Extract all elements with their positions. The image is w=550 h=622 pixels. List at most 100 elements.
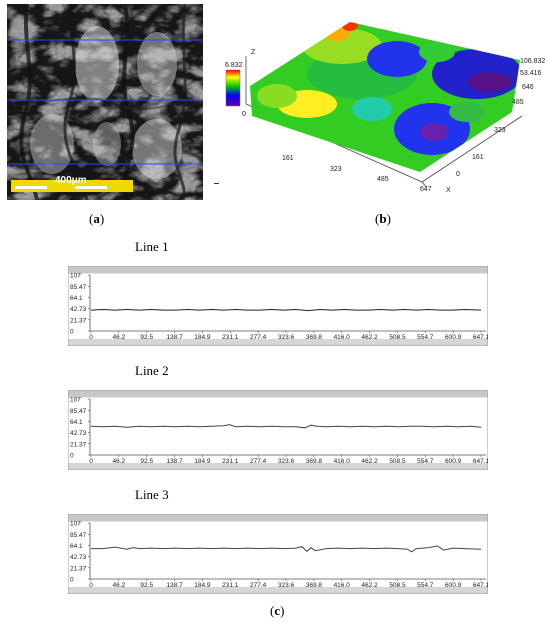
caption-c: (c) bbox=[270, 603, 285, 618]
chart-header-strip bbox=[68, 266, 488, 274]
x-tick-label: 369.8 bbox=[306, 458, 323, 465]
x-tick-label: 46.2 bbox=[113, 334, 126, 341]
x-tick-0: 161 bbox=[282, 155, 294, 162]
x-tick-label: 138.7 bbox=[166, 458, 183, 465]
y-tick-label: 85.47 bbox=[70, 532, 87, 539]
y-tick-label: 107 bbox=[70, 397, 81, 404]
x-tick-label: 369.8 bbox=[306, 582, 323, 589]
caption-b: (b) bbox=[375, 211, 391, 226]
y-tick-label: 42.73 bbox=[70, 430, 87, 437]
x-tick-label: 462.2 bbox=[361, 582, 378, 589]
y-tick-label: 21.37 bbox=[70, 565, 87, 572]
x-tick-label: 508.5 bbox=[389, 334, 406, 341]
y-tick-4: 0 bbox=[456, 171, 460, 178]
y-tick-label: 64.1 bbox=[70, 543, 83, 550]
x-tick-label: 0 bbox=[89, 458, 93, 465]
x-tick-label: 92.5 bbox=[140, 334, 153, 341]
x-tick-label: 554.7 bbox=[417, 334, 434, 341]
x-tick-label: 369.8 bbox=[306, 334, 323, 341]
profile-chart-line-2: 107 85.47 64.1 42.73 21.37 0 0 46.2 92.5 138.7 184… bbox=[68, 390, 488, 470]
x-tick-label: 277.4 bbox=[250, 458, 267, 465]
x-tick-label: 416.0 bbox=[334, 582, 351, 589]
x-tick-label: 323.6 bbox=[278, 582, 295, 589]
x-tick-label: 323.6 bbox=[278, 334, 295, 341]
x-tick-label: 600.9 bbox=[445, 334, 462, 341]
y-tick-label: 0 bbox=[70, 577, 74, 584]
x-tick-label: 92.5 bbox=[140, 458, 153, 465]
x-tick-label: 231.1 bbox=[222, 334, 239, 341]
y-tick-label: 42.73 bbox=[70, 306, 87, 313]
x-tick-1: 323 bbox=[330, 166, 342, 173]
line-3-title: Line 3 bbox=[135, 487, 169, 502]
x-tick-label: 184.9 bbox=[194, 458, 211, 465]
y-tick-label: 0 bbox=[70, 453, 74, 460]
x-tick-label: 462.2 bbox=[361, 334, 378, 341]
tick-mark bbox=[214, 183, 219, 184]
profile-series-line bbox=[90, 308, 482, 312]
x-tick-label: 46.2 bbox=[113, 582, 126, 589]
x-tick-2: 485 bbox=[377, 176, 389, 183]
y-tick-label: 21.37 bbox=[70, 441, 87, 448]
x-tick-label: 138.7 bbox=[166, 582, 183, 589]
chart-footer-strip bbox=[68, 339, 488, 346]
x-tick-label: 184.9 bbox=[194, 582, 211, 589]
x-tick-label: 462.2 bbox=[361, 458, 378, 465]
surface-3d-svg: Z 6.832 0 X 106.832 53.416 161 323 485 6… bbox=[225, 22, 545, 194]
axis-x-label: X bbox=[446, 187, 451, 194]
x-tick-label: 416.0 bbox=[334, 334, 351, 341]
x-tick-label: 600.9 bbox=[445, 582, 462, 589]
x-tick-label: 184.9 bbox=[194, 334, 211, 341]
profile-series-line bbox=[90, 424, 482, 429]
x-tick-label: 554.7 bbox=[417, 582, 434, 589]
z-tick-0: 106.832 bbox=[520, 58, 545, 65]
caption-a: (a) bbox=[89, 211, 105, 226]
chart-header-strip bbox=[68, 390, 488, 398]
chart-frame bbox=[68, 390, 488, 470]
line-2-title: Line 2 bbox=[135, 363, 169, 378]
x-tick-label: 508.5 bbox=[389, 458, 406, 465]
x-tick-label: 231.1 bbox=[222, 458, 239, 465]
profile-chart-line-3: 107 85.47 64.1 42.73 21.37 0 0 46.2 92.5 138.7 184… bbox=[68, 514, 488, 594]
line-1-title: Line 1 bbox=[135, 239, 169, 254]
micrograph-image: 400μm bbox=[7, 4, 203, 200]
y-tick-label: 64.1 bbox=[70, 419, 83, 426]
profile-series-line bbox=[91, 545, 482, 553]
colorbar bbox=[225, 69, 241, 107]
x-tick-label: 0 bbox=[89, 582, 93, 589]
chart-footer-strip bbox=[68, 587, 488, 594]
surface-3d-plot: Z 6.832 0 X 106.832 53.416 161 323 485 6… bbox=[222, 4, 546, 200]
y-tick-label: 107 bbox=[70, 521, 81, 528]
z-tick-1: 53.416 bbox=[520, 70, 542, 77]
x-tick-label: 46.2 bbox=[113, 458, 126, 465]
x-tick-label: 647.1 bbox=[473, 458, 488, 465]
x-tick-label: 231.1 bbox=[222, 582, 239, 589]
y-tick-label: 85.47 bbox=[70, 408, 87, 415]
y-tick-label: 21.37 bbox=[70, 317, 87, 324]
axis-z-label: Z bbox=[251, 49, 256, 56]
x-tick-label: 323.6 bbox=[278, 458, 295, 465]
x-tick-label: 0 bbox=[89, 334, 93, 341]
scale-label: 400μm bbox=[55, 175, 87, 186]
x-tick-label: 647.1 bbox=[473, 334, 488, 341]
x-tick-label: 647.1 bbox=[473, 582, 488, 589]
micrograph-svg bbox=[7, 4, 203, 200]
x-tick-3: 647 bbox=[420, 186, 432, 193]
y-tick-label: 42.73 bbox=[70, 554, 87, 561]
chart-frame bbox=[68, 514, 488, 594]
y-tick-label: 85.47 bbox=[70, 284, 87, 291]
y-tick-label: 107 bbox=[70, 273, 81, 280]
x-tick-label: 138.7 bbox=[166, 334, 183, 341]
x-tick-label: 554.7 bbox=[417, 458, 434, 465]
y-tick-3: 161 bbox=[472, 154, 484, 161]
colorbar-min-label: 0 bbox=[242, 111, 246, 118]
x-tick-label: 600.9 bbox=[445, 458, 462, 465]
y-tick-label: 0 bbox=[70, 329, 74, 336]
chart-footer-strip bbox=[68, 463, 488, 470]
y-tick-0: 646 bbox=[522, 84, 534, 91]
x-tick-label: 277.4 bbox=[250, 334, 267, 341]
x-tick-label: 277.4 bbox=[250, 582, 267, 589]
chart-header-strip bbox=[68, 514, 488, 522]
x-tick-label: 92.5 bbox=[140, 582, 153, 589]
chart-frame bbox=[68, 266, 488, 346]
x-tick-label: 508.5 bbox=[389, 582, 406, 589]
